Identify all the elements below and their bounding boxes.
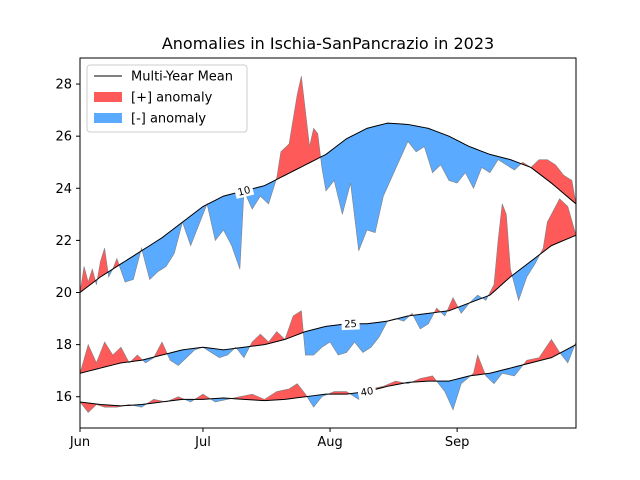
x-tick-label-Sep: Sep [445, 435, 470, 450]
legend-label-anomaly: [-] anomaly [131, 112, 206, 127]
contour-label-bg-25 [341, 316, 360, 331]
contour-label-10: 10 [237, 185, 252, 199]
contour-label-40: 40 [360, 386, 375, 399]
mean-line-25 [80, 234, 576, 374]
contour-label-bg-40 [356, 382, 377, 400]
mean-lines [80, 122, 576, 407]
y-tick-label-28: 28 [55, 78, 72, 93]
y-tick-label-26: 26 [55, 130, 72, 145]
x-tick-label-Aug: Aug [317, 435, 342, 450]
mean-line-10 [80, 122, 576, 293]
x-tick-label-Jul: Jul [194, 435, 211, 450]
mean-line-40 [80, 344, 576, 407]
y-tick-label-18: 18 [55, 338, 72, 353]
contour-label-25: 25 [344, 319, 357, 331]
y-tick-label-16: 16 [55, 390, 72, 405]
x-axis: Jun Jul Aug Sep [69, 428, 470, 450]
y-tick-label-22: 22 [55, 234, 72, 249]
x-tick-label-Jun: Jun [69, 435, 90, 450]
y-axis: 16 18 20 22 24 26 28 [55, 78, 80, 405]
legend-box [86, 64, 248, 133]
legend-label-multi-year-mean: Multi-Year Mean [131, 70, 233, 85]
contour-label-bg-10 [233, 181, 255, 199]
plot-frame [79, 57, 577, 429]
y-tick-label-20: 20 [55, 286, 72, 301]
legend-swatch-anomaly [94, 113, 122, 123]
chart-title: Anomalies in Ischia-SanPancrazio in 2023 [162, 34, 494, 53]
legend-label-anomaly: [+] anomaly [131, 91, 213, 106]
contour-labels: 10 25 40 [233, 181, 377, 400]
legend-swatch-anomaly [94, 92, 122, 102]
legend: Multi-Year Mean [+] anomaly [-] anomaly [86, 64, 248, 133]
y-tick-label-24: 24 [55, 182, 72, 197]
